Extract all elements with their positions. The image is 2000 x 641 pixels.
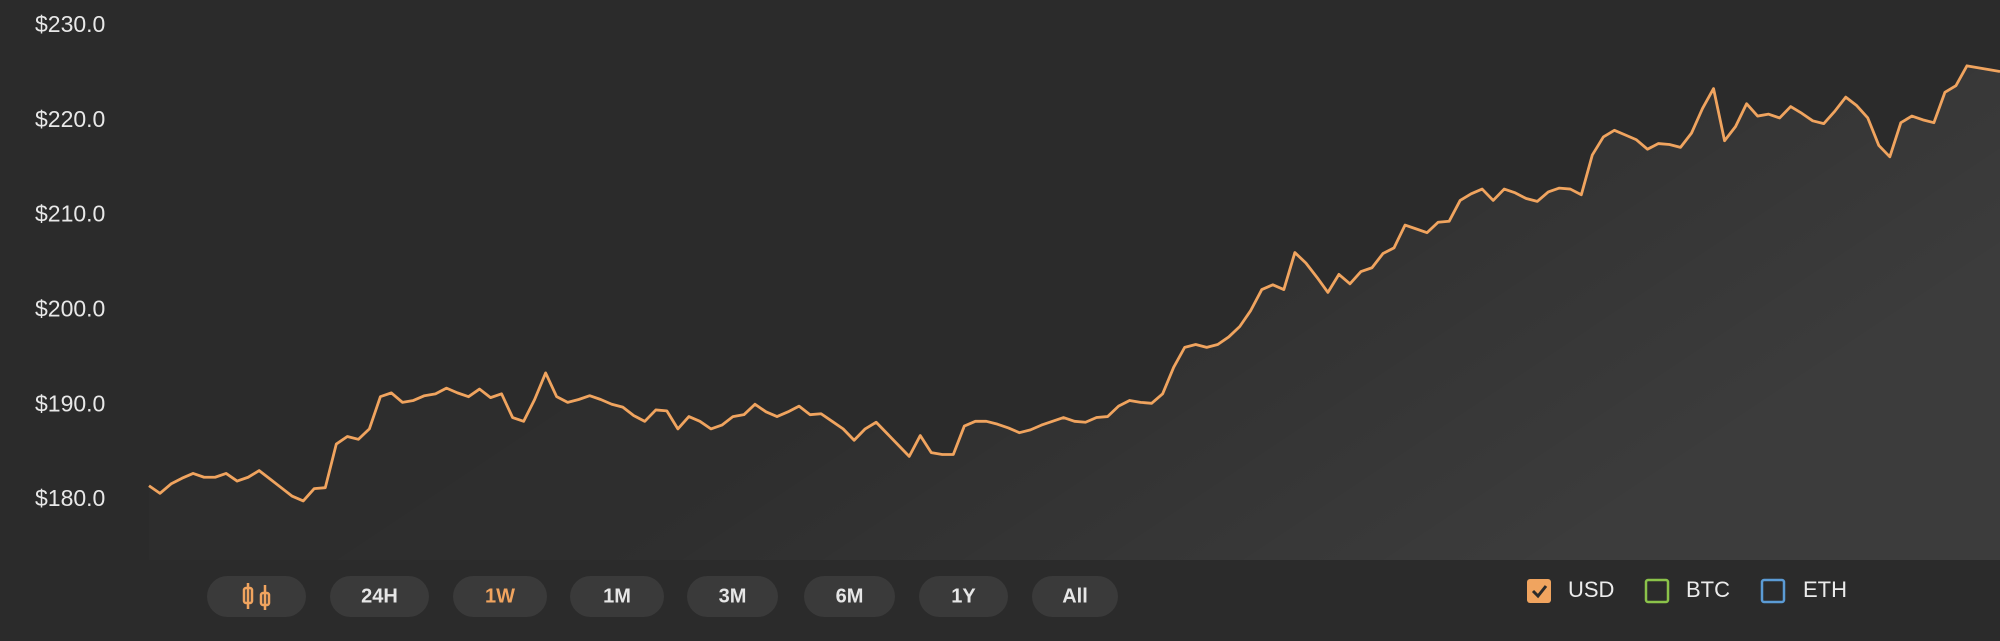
range-label: 1M	[603, 585, 631, 607]
y-tick-label: $190.0	[35, 390, 105, 416]
range-label: 6M	[836, 585, 864, 607]
y-tick-label: $200.0	[35, 295, 105, 321]
currency-checkbox[interactable]	[1644, 578, 1670, 604]
range-button[interactable]	[570, 576, 664, 617]
currency-checkbox[interactable]	[1760, 578, 1786, 604]
plot-area: $230.0 $220.0 $210.0 $200.0 $190.0 $180.0	[35, 11, 2000, 560]
legend: USD BTC ETH	[1527, 577, 1847, 604]
y-tick-label: $230.0	[35, 11, 105, 37]
price-line	[148, 64, 2000, 503]
usd-checkbox[interactable]	[1527, 579, 1551, 603]
range-button[interactable]	[687, 576, 778, 617]
range-label: 1W	[485, 585, 515, 607]
legend-label: USD	[1568, 577, 1614, 602]
range-button[interactable]	[1032, 576, 1118, 617]
range-controls: 24H 1W 1M 3M 6M 1Y All	[207, 576, 1118, 617]
range-button[interactable]	[330, 576, 429, 617]
y-tick-label: $180.0	[35, 485, 105, 511]
candlestick-icon	[242, 583, 271, 610]
range-label: All	[1062, 585, 1088, 607]
y-tick-label: $210.0	[35, 201, 105, 227]
area-fill	[149, 65, 2000, 560]
y-tick-label: $220.0	[35, 106, 105, 132]
candlestick-toggle[interactable]	[207, 576, 306, 617]
legend-label: BTC	[1686, 577, 1730, 602]
range-label: 24H	[361, 585, 398, 607]
legend-label: ETH	[1803, 577, 1847, 602]
range-label: 1Y	[951, 585, 976, 607]
range-button[interactable]	[804, 576, 895, 617]
range-button[interactable]	[453, 576, 547, 617]
check-mark	[1531, 585, 1548, 599]
range-button[interactable]	[919, 576, 1008, 617]
range-label: 3M	[719, 585, 747, 607]
